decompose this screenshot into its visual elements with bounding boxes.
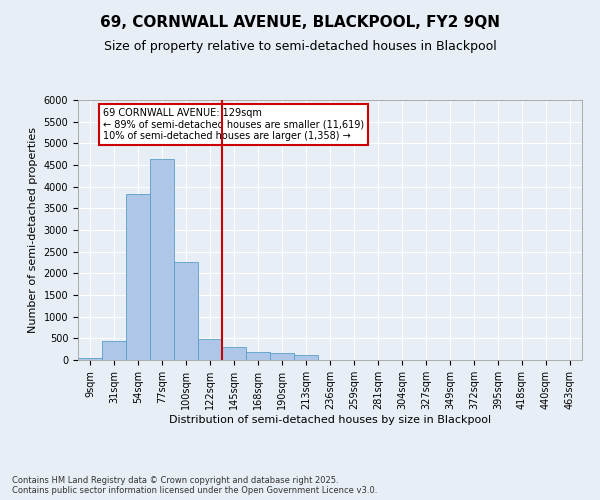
Bar: [78, 358, 102, 360]
X-axis label: Distribution of semi-detached houses by size in Blackpool: Distribution of semi-detached houses by …: [169, 414, 491, 424]
Bar: [150, 159, 174, 360]
Text: 69 CORNWALL AVENUE: 129sqm
← 89% of semi-detached houses are smaller (11,619)
10: 69 CORNWALL AVENUE: 129sqm ← 89% of semi…: [103, 108, 364, 141]
Bar: [294, 355, 318, 360]
Text: Size of property relative to semi-detached houses in Blackpool: Size of property relative to semi-detach…: [104, 40, 496, 53]
Bar: [174, 262, 198, 360]
Text: Contains HM Land Registry data © Crown copyright and database right 2025.
Contai: Contains HM Land Registry data © Crown c…: [12, 476, 377, 495]
Bar: [222, 348, 246, 360]
Bar: [198, 339, 222, 360]
Bar: [126, 194, 150, 360]
Bar: [270, 353, 294, 360]
Bar: [102, 342, 126, 360]
Bar: [246, 352, 270, 360]
Y-axis label: Number of semi-detached properties: Number of semi-detached properties: [28, 127, 38, 333]
Text: 69, CORNWALL AVENUE, BLACKPOOL, FY2 9QN: 69, CORNWALL AVENUE, BLACKPOOL, FY2 9QN: [100, 15, 500, 30]
